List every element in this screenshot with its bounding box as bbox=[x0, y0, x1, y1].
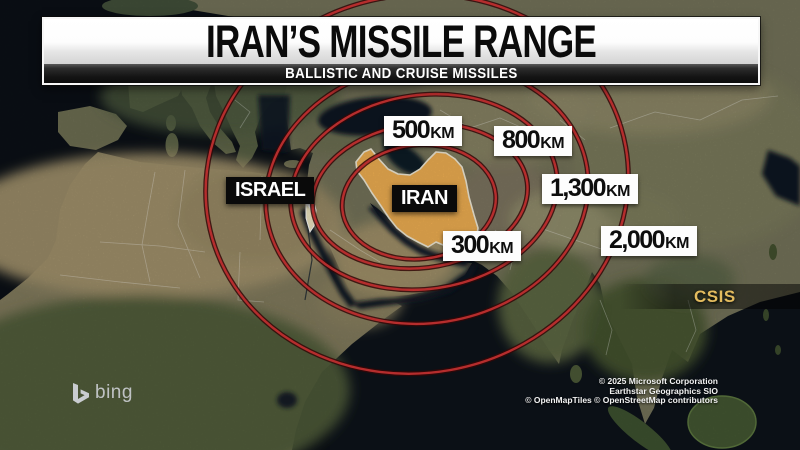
range-label-2000km: 2,000 KM bbox=[601, 226, 697, 256]
range-label-1300km: 1,300 KM bbox=[542, 174, 638, 204]
israel-label: ISRAEL bbox=[226, 177, 315, 204]
attribution-line: © OpenMapTiles © OpenStreetMap contribut… bbox=[525, 395, 718, 405]
range-label-300km: 300 KM bbox=[443, 231, 522, 261]
bing-wordmark: bing bbox=[95, 382, 133, 403]
title-bar: IRAN’S MISSILE RANGE bbox=[44, 16, 758, 67]
attribution-line: Earthstar Geographics SIO bbox=[609, 385, 718, 396]
bing-logo: bing bbox=[72, 381, 133, 405]
range-label-800km: 800 KM bbox=[494, 126, 573, 156]
graphic-subtitle: BALLISTIC AND CRUISE MISSILES bbox=[284, 65, 518, 82]
csis-watermark: CSIS bbox=[694, 287, 736, 306]
graphic-title: IRAN’S MISSILE RANGE bbox=[205, 15, 597, 67]
bing-icon bbox=[73, 383, 89, 404]
iran-label: IRAN bbox=[392, 185, 457, 212]
watermark-band bbox=[620, 284, 800, 309]
title-banner: IRAN’S MISSILE RANGE BALLISTIC AND CRUIS… bbox=[42, 16, 760, 85]
range-label-500km: 500 KM bbox=[384, 116, 463, 146]
attribution-line: © 2025 Microsoft Corporation bbox=[598, 376, 718, 386]
subtitle-bar: BALLISTIC AND CRUISE MISSILES bbox=[44, 64, 758, 83]
map-attribution: © 2025 Microsoft Corporation Earthstar G… bbox=[525, 376, 718, 406]
